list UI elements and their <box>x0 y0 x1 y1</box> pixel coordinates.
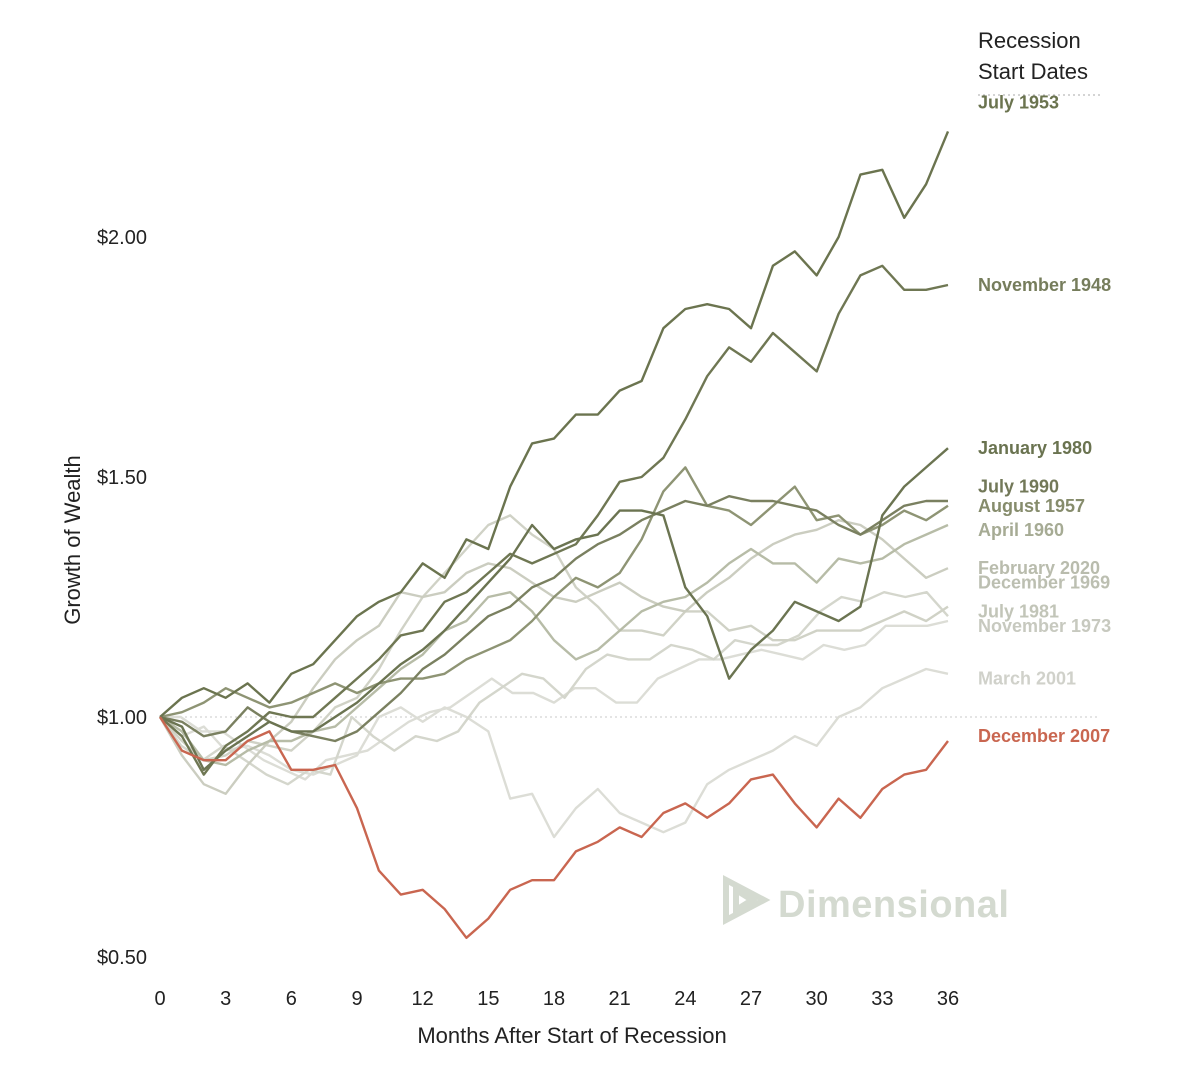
series-label-november-1948: November 1948 <box>978 275 1111 295</box>
series-label-january-1980: January 1980 <box>978 438 1092 458</box>
series-label-november-1973: November 1973 <box>978 616 1111 636</box>
x-tick-label: 9 <box>351 988 362 1010</box>
series-label-july-1990: July 1990 <box>978 477 1059 497</box>
dimensional-watermark: Dimensional <box>723 875 1009 926</box>
x-axis-title: Months After Start of Recession <box>417 1023 726 1048</box>
series-lines <box>158 130 950 939</box>
series-label-july-1981: July 1981 <box>978 601 1059 621</box>
series-line-august-1957 <box>159 466 949 719</box>
x-tick-label: 33 <box>871 988 893 1010</box>
x-tick-label: 0 <box>154 988 165 1010</box>
series-line-july-1981 <box>159 591 949 786</box>
y-tick-label: $2.00 <box>97 227 147 249</box>
series-line-january-1980 <box>159 447 949 771</box>
series-label-march-2001: March 2001 <box>978 669 1076 689</box>
dimensional-logo-icon <box>723 875 771 925</box>
legend-title-line-1: Recession <box>978 28 1081 53</box>
series-line-december-1969 <box>159 514 949 762</box>
series-label-december-1969: December 1969 <box>978 573 1110 593</box>
x-tick-label: 6 <box>286 988 297 1010</box>
legend: Recession Start Dates July 1953 November … <box>978 28 1111 746</box>
x-axis: 0 3 6 9 12 15 18 21 24 27 30 33 36 <box>154 988 959 1010</box>
y-axis: $0.50 $1.00 $1.50 $2.00 <box>97 227 147 969</box>
y-tick-label: $0.50 <box>97 947 147 969</box>
series-line-april-1960 <box>159 523 949 767</box>
series-line-july-1953 <box>159 130 950 718</box>
x-tick-label: 3 <box>220 988 231 1010</box>
series-label-august-1957: August 1957 <box>978 496 1085 516</box>
x-tick-label: 36 <box>937 988 959 1010</box>
series-line-march-2001 <box>160 619 949 781</box>
x-tick-label: 27 <box>740 988 762 1010</box>
x-tick-label: 30 <box>806 988 828 1010</box>
legend-title-line-2: Start Dates <box>978 59 1088 84</box>
series-line-february-2020 <box>158 519 949 795</box>
x-tick-label: 15 <box>477 988 499 1010</box>
series-label-december-2007: December 2007 <box>978 726 1110 746</box>
series-label-april-1960: April 1960 <box>978 520 1064 540</box>
x-tick-label: 18 <box>543 988 565 1010</box>
y-axis-title: Growth of Wealth <box>60 455 85 625</box>
x-tick-label: 21 <box>609 988 631 1010</box>
series-label-february-2020: February 2020 <box>978 558 1100 578</box>
series-labels: July 1953 November 1948 January 1980 July 1… <box>978 93 1111 747</box>
x-tick-label: 24 <box>674 988 696 1010</box>
series-line-november-1948 <box>159 264 949 776</box>
watermark-text: Dimensional <box>778 884 1009 926</box>
y-tick-label: $1.00 <box>97 707 147 729</box>
x-tick-label: 12 <box>412 988 434 1010</box>
series-label-july-1953: July 1953 <box>978 93 1059 113</box>
series-line-december-2007 <box>158 716 949 939</box>
y-tick-label: $1.50 <box>97 467 147 489</box>
